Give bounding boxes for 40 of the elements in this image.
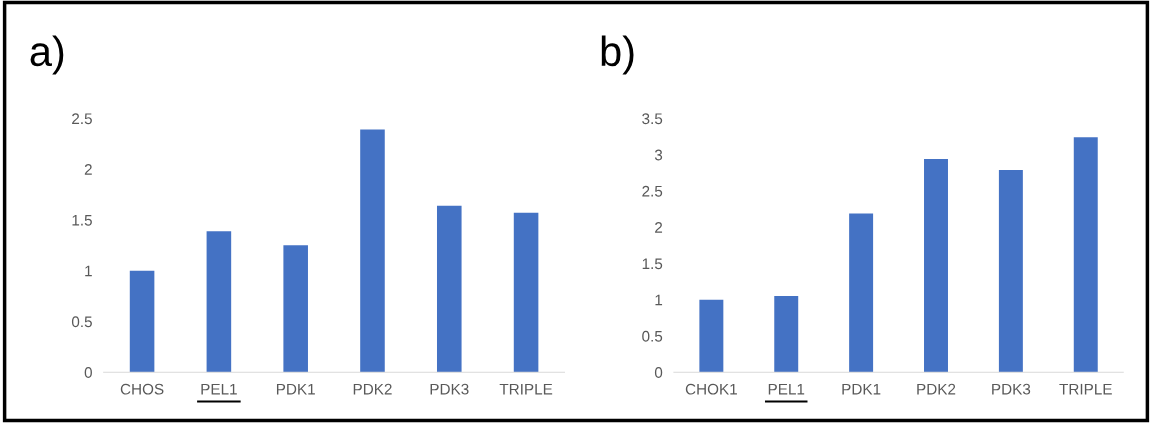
chart-title: a) [30, 35, 64, 75]
x-tick-label: PDK1 [276, 383, 315, 395]
x-tick-label: PDK2 [917, 383, 956, 395]
x-tick-label: TRIPLE [499, 383, 553, 395]
y-tick-label: 1.5 [72, 214, 92, 226]
bar [206, 231, 232, 373]
x-tick-label: PDK1 [842, 383, 881, 395]
x-tick-label: PDK3 [430, 383, 469, 395]
y-tick-label: 1 [85, 265, 92, 277]
y-tick-label: 0 [84, 367, 92, 378]
bar [774, 296, 799, 373]
bar [699, 299, 724, 373]
y-tick-label: 2.5 [642, 185, 663, 197]
bar [129, 270, 155, 373]
y-tick-label: 2.5 [72, 113, 92, 125]
bar [998, 169, 1023, 373]
bar [924, 159, 948, 373]
x-tick-label: CHOK1 [685, 383, 737, 395]
y-tick-label: 0.5 [71, 316, 92, 328]
bar [436, 205, 462, 373]
x-tick-label: PDK2 [353, 383, 392, 395]
bar [360, 129, 385, 373]
x-tick-label: PEL1 [201, 383, 237, 395]
y-tick-label: 0.5 [642, 330, 663, 342]
x-tick-label: PDK3 [992, 383, 1031, 395]
chart-title: b) [601, 35, 634, 75]
x-tick-label: TRIPLE [1059, 383, 1112, 395]
x-tick-label: PEL1 [768, 383, 805, 395]
y-tick-label: 3.5 [642, 113, 663, 125]
bar [849, 213, 874, 373]
y-tick-label: 1 [655, 294, 663, 306]
x-tick-label: CHOS [120, 383, 164, 395]
bar [283, 245, 308, 373]
bar [1073, 137, 1098, 373]
y-tick-label: 3 [654, 149, 663, 161]
bar [513, 212, 539, 373]
y-tick-label: 2 [84, 164, 92, 175]
y-tick-label: 1.5 [642, 258, 663, 270]
y-tick-label: 0 [654, 367, 663, 378]
y-tick-label: 2 [655, 222, 663, 233]
